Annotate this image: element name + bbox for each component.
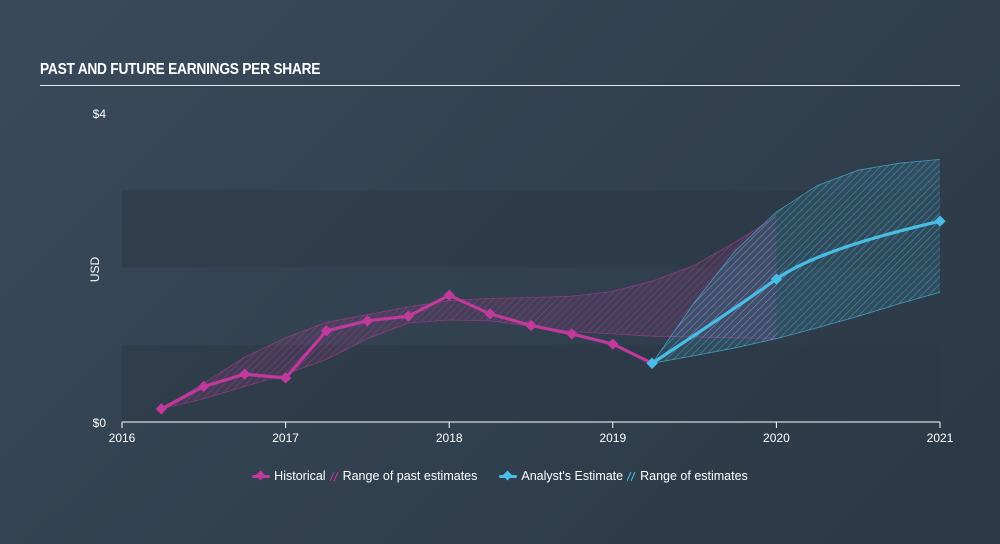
estimate-ranges — [161, 159, 941, 410]
historical-data-point[interactable] — [155, 403, 167, 415]
estimate-data-point[interactable] — [770, 273, 783, 285]
chart-title: PAST AND FUTURE EARNINGS PER SHARE — [40, 61, 321, 78]
historical-data-point[interactable] — [484, 308, 496, 320]
y-axis-label: USD — [88, 257, 102, 283]
historical-data-point[interactable] — [402, 310, 414, 322]
x-tick-label: 2016 — [109, 431, 136, 445]
estimate-range-lower-edge — [652, 291, 941, 364]
estimate-range-hatch-icon — [627, 471, 636, 481]
x-tick-label: 2020 — [763, 431, 790, 445]
series-markers — [155, 215, 946, 415]
legend-label-estimate-range: Range of estimates — [640, 469, 748, 483]
historical-data-point[interactable] — [443, 289, 455, 301]
legend-item-past-range[interactable]: Range of past estimates — [329, 469, 478, 483]
legend-label-past-range: Range of past estimates — [342, 469, 478, 483]
past-range-hatch-icon — [329, 471, 339, 481]
axes: 2016 2017 2018 2019 2020 2021 $0 $4 USD — [88, 107, 954, 445]
legend-group-past: Historical Range of past estimates — [252, 469, 477, 483]
historical-data-point[interactable] — [607, 338, 619, 350]
historical-data-point[interactable] — [566, 328, 578, 340]
past-estimate-range-area — [161, 216, 777, 409]
x-tick-label: 2019 — [599, 431, 626, 445]
historical-data-point[interactable] — [361, 315, 374, 327]
legend-label-estimate: Analyst's Estimate — [521, 469, 624, 483]
x-tick-label: 2021 — [927, 431, 954, 445]
legend-label-historical: Historical — [274, 469, 326, 483]
legend-group-estimate: Analyst's Estimate Range of estimates — [499, 469, 748, 483]
y-tick-label: $0 — [93, 416, 107, 430]
historical-line-icon — [252, 471, 271, 481]
legend: Historical Range of past estimates Analy… — [0, 469, 1000, 483]
historical-data-point[interactable] — [198, 380, 210, 393]
estimate-data-point[interactable] — [646, 357, 658, 369]
historical-data-point[interactable] — [279, 372, 292, 384]
historical-data-point[interactable] — [239, 368, 251, 380]
estimate-range-upper-edge — [651, 159, 941, 364]
x-tick-label: 2018 — [436, 431, 463, 445]
y-tick-label: $4 — [93, 107, 107, 121]
estimate-line-icon — [499, 471, 518, 481]
legend-item-estimate[interactable]: Analyst's Estimate — [499, 469, 623, 483]
legend-item-historical[interactable]: Historical — [252, 469, 326, 483]
estimate-data-point[interactable] — [934, 215, 946, 227]
historical-data-point[interactable] — [320, 325, 333, 337]
past-range-upper-edge — [161, 216, 777, 410]
x-tick-label: 2017 — [272, 431, 299, 445]
title-divider — [40, 85, 960, 86]
legend-item-estimate-range[interactable]: Range of estimates — [627, 469, 748, 483]
historical-data-point[interactable] — [525, 319, 537, 332]
estimate-range-area — [652, 159, 940, 364]
